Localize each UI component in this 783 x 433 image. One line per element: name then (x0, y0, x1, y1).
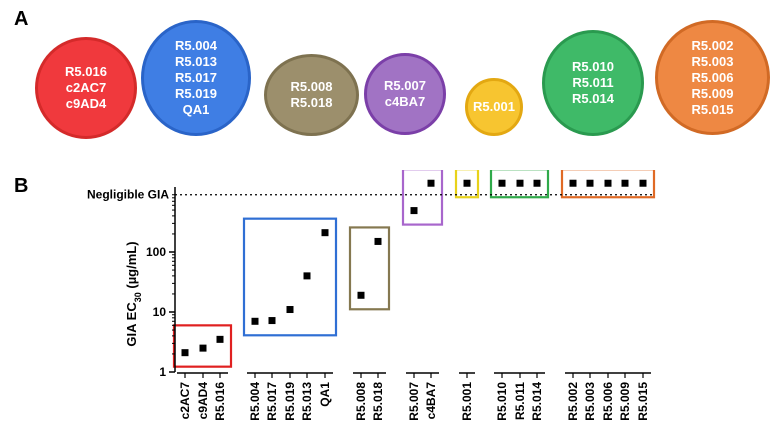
data-point-R5.004 (251, 317, 259, 325)
x-tick-label: R5.011 (513, 382, 527, 420)
x-tick-label: R5.018 (371, 382, 385, 421)
x-tick-label: QA1 (318, 382, 332, 407)
circle-member-label: c2AC7 (65, 80, 107, 95)
y-tick-label: 10 (153, 305, 167, 319)
circle-member-label: R5.008 (290, 79, 333, 94)
data-point-R5.014 (533, 179, 541, 187)
circle-member-label: R5.017 (175, 70, 217, 85)
x-tick-label: R5.017 (265, 382, 279, 421)
group-box-red (172, 324, 233, 368)
x-tick-label: R5.015 (636, 382, 650, 421)
x-tick-label: R5.014 (530, 382, 544, 421)
panel-b-label: B (14, 175, 29, 197)
data-point-R5.008 (357, 291, 365, 299)
x-tick-label: R5.007 (407, 382, 421, 421)
group-circle-olive: R5.008 R5.018 (264, 54, 359, 136)
data-point-R5.007 (410, 207, 418, 215)
data-point-c2AC7 (181, 349, 189, 357)
data-point-R5.001 (463, 179, 471, 187)
circle-member-label: QA1 (182, 102, 210, 117)
circle-member-label: R5.011 (572, 75, 614, 90)
y-tick-label: 100 (146, 245, 166, 259)
x-tick-label: R5.019 (283, 382, 297, 421)
data-point-R5.011 (516, 179, 524, 187)
data-point-R5.010 (498, 179, 506, 187)
group-box-blue (242, 217, 338, 337)
x-tick-label: R5.016 (213, 382, 227, 421)
x-tick-label: R5.009 (618, 382, 632, 421)
group-box-purple (401, 170, 444, 226)
group-circle-yellow: R5.001 (465, 78, 523, 136)
group-box-olive (348, 226, 391, 311)
circle-member-label: R5.002 (691, 37, 734, 53)
data-point-c4BA7 (427, 179, 435, 187)
circle-member-label: R5.004 (175, 38, 217, 53)
circle-member-label: R5.019 (175, 86, 217, 101)
group-circle-red: R5.016 c2AC7 c9AD4 (35, 37, 137, 139)
x-tick-label: R5.001 (460, 382, 474, 421)
x-tick-label: R5.004 (248, 382, 262, 421)
data-point-R5.003 (586, 179, 594, 187)
data-point-R5.009 (621, 179, 629, 187)
data-point-R5.017 (268, 317, 276, 325)
group-circle-green: R5.010 R5.011 R5.014 (542, 30, 644, 136)
negligible-gia-label: Negligible GIA (87, 188, 169, 202)
group-circle-purple: R5.007 c4BA7 (364, 53, 446, 135)
x-tick-label: R5.003 (583, 382, 597, 421)
circle-member-label: R5.007 (384, 78, 426, 93)
x-tick-label: c4BA7 (424, 382, 438, 420)
data-point-R5.002 (569, 179, 577, 187)
group-box-green (489, 170, 550, 199)
circle-member-label: R5.014 (572, 91, 614, 106)
epitope-group-circles: R5.016 c2AC7 c9AD4 R5.004 R5.013 R5.017 R5.01… (0, 0, 783, 150)
circle-member-label: c9AD4 (65, 96, 107, 111)
circle-member-label: R5.013 (175, 54, 217, 69)
x-tick-label: R5.010 (495, 382, 509, 421)
x-tick-label: R5.006 (601, 382, 615, 421)
y-tick-label: 1 (159, 365, 166, 379)
circle-member-label: R5.001 (473, 99, 515, 114)
circle-member-label: R5.010 (572, 59, 614, 74)
circle-member-label: c4BA7 (384, 94, 426, 109)
x-tick-label: c2AC7 (178, 382, 192, 420)
data-point-R5.013 (303, 272, 311, 280)
x-tick-label: R5.002 (566, 382, 580, 421)
x-tick-label: R5.013 (300, 382, 314, 421)
data-point-R5.018 (374, 237, 382, 245)
data-point-R5.015 (639, 179, 647, 187)
data-point-QA1 (321, 229, 329, 237)
circle-member-label: R5.016 (65, 64, 107, 79)
circle-member-label: R5.006 (691, 69, 734, 85)
group-circle-blue: R5.004 R5.013 R5.017 R5.019 QA1 (141, 20, 251, 136)
panel-a-label: A (14, 8, 29, 30)
data-point-R5.016 (216, 335, 224, 343)
circle-member-label: R5.015 (691, 101, 734, 117)
data-point-c9AD4 (199, 344, 207, 352)
group-circle-orange: R5.002 R5.003 R5.006 R5.009 R5.015 (655, 20, 770, 135)
circle-member-label: R5.003 (691, 53, 734, 69)
x-tick-label: c9AD4 (196, 382, 210, 420)
group-box-yellow (454, 170, 480, 199)
y-axis-title: GIA EC30 (µg/mL) (124, 241, 143, 346)
data-point-R5.019 (286, 306, 294, 314)
data-point-R5.006 (604, 179, 612, 187)
circle-member-label: R5.009 (691, 85, 734, 101)
group-box-orange (560, 170, 656, 199)
x-tick-label: R5.008 (354, 382, 368, 421)
circle-member-label: R5.018 (290, 95, 333, 110)
